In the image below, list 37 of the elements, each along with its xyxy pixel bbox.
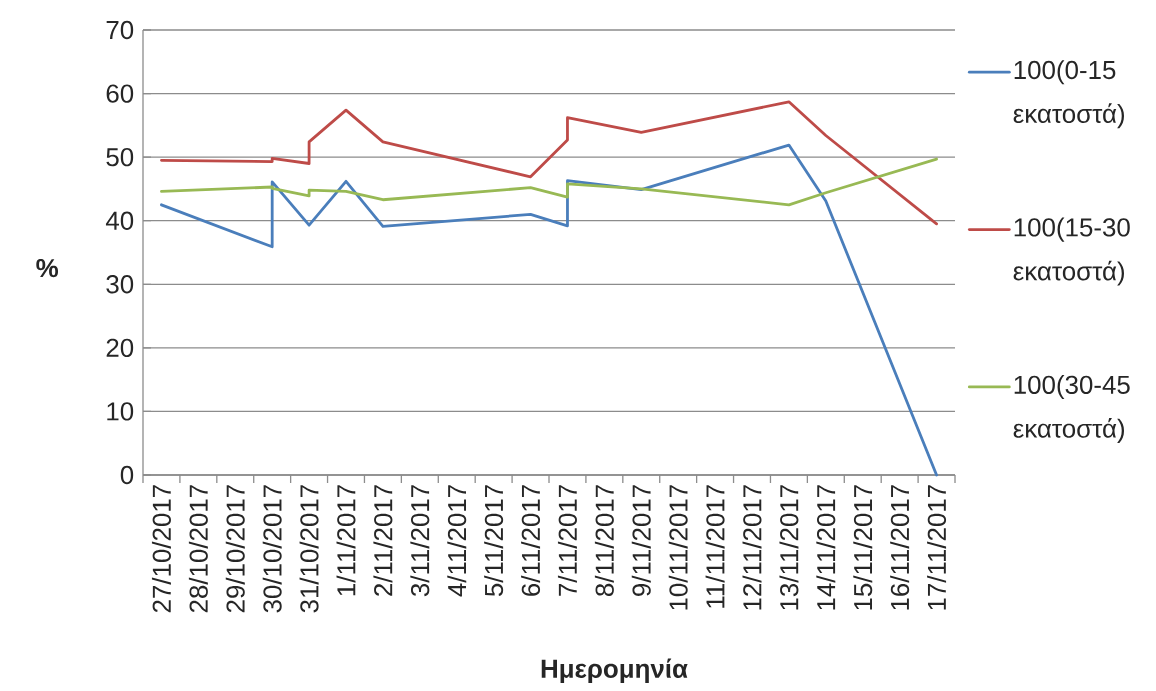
legend-label: 100(30-45 εκατοστά) [1013,374,1130,443]
y-tick-label: 40 [105,211,134,230]
y-tick-label: 60 [106,84,134,103]
x-tick-label: 4/11/2017 [447,485,467,597]
x-tick-label: 10/11/2017 [668,485,688,610]
y-axis-title: % [36,258,59,278]
y-tick-label: 70 [106,20,134,40]
x-tick-label: 28/10/2017 [188,485,208,613]
x-tick-label: 3/11/2017 [410,485,430,597]
x-tick-label: 31/10/2017 [299,485,319,613]
x-tick-label: 29/10/2017 [225,485,245,613]
x-tick-label: 6/11/2017 [521,485,541,596]
x-tick-label: 7/11/2017 [557,485,577,596]
y-tick-label: 0 [120,465,134,485]
x-tick-label: 14/11/2017 [816,485,836,610]
x-tick-label: 30/10/2017 [262,485,282,613]
line-series [160,157,938,207]
x-tick-label: 13/11/2017 [779,485,799,610]
x-tick-label: 12/11/2017 [742,485,762,610]
x-tick-label: 16/11/2017 [890,485,910,610]
x-tick-label: 2/11/2017 [373,485,393,596]
x-tick-label: 11/11/2017 [705,485,725,608]
x-tick-label: 27/10/2017 [151,485,171,613]
x-tick-label: 9/11/2017 [631,485,651,596]
x-axis-title: Ημερομηνία [541,658,688,684]
x-tick-label: 8/11/2017 [594,485,614,597]
x-tick-label: 15/11/2017 [853,485,873,610]
x-tick-label: 1/11/2017 [336,485,356,596]
legend-label: 100(0-15 εκατοστά) [1013,60,1124,129]
y-tick-label: 20 [106,338,134,358]
y-tick-label: 10 [107,402,134,421]
line-series [160,100,938,226]
legend-label: 100(15-30 εκατοστά) [1013,217,1130,286]
x-tick-label: 17/11/2017 [927,485,947,610]
y-tick-label: 30 [106,275,134,294]
x-tick-label: 5/11/2017 [484,485,504,597]
y-tick-label: 50 [106,147,134,167]
